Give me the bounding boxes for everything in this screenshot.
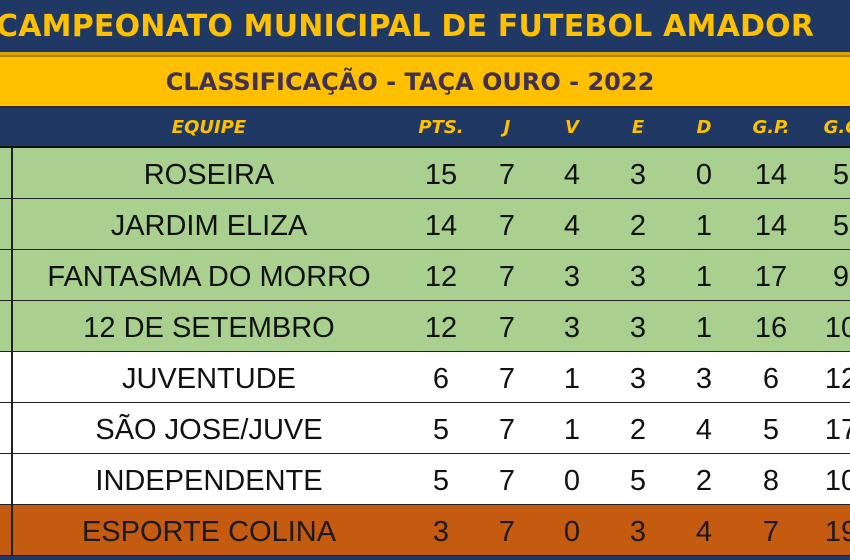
points-cell: 5 bbox=[432, 414, 450, 446]
table-row: JARDIM ELIZA 14 7 4 2 1 14 5 bbox=[0, 199, 850, 250]
draws-cell: 3 bbox=[629, 261, 647, 293]
table-row: ROSEIRA 15 7 4 3 0 14 5 bbox=[0, 148, 850, 199]
table-row: FANTASMA DO MORRO 12 7 3 3 1 17 9 bbox=[0, 250, 850, 301]
header-goals-for: G.P. bbox=[752, 117, 790, 138]
header-goals-against: G.C bbox=[823, 117, 850, 138]
team-name: JUVENTUDE bbox=[121, 363, 296, 395]
points-cell: 3 bbox=[432, 516, 450, 548]
points-cell: 12 bbox=[424, 261, 458, 293]
wins-cell: 3 bbox=[563, 312, 581, 344]
losses-cell: 2 bbox=[695, 465, 713, 497]
goals-for-cell: 6 bbox=[762, 363, 780, 395]
games-cell: 7 bbox=[498, 363, 516, 395]
games-cell: 7 bbox=[498, 516, 516, 548]
team-name: JARDIM ELIZA bbox=[110, 210, 308, 242]
losses-cell: 3 bbox=[695, 363, 713, 395]
row-position-stub bbox=[0, 199, 13, 249]
goals-against-cell: 19 bbox=[824, 516, 850, 548]
row-position-stub bbox=[0, 250, 13, 300]
losses-cell: 1 bbox=[695, 261, 713, 293]
goals-against-cell: 10 bbox=[824, 465, 850, 497]
header-draws: E bbox=[631, 117, 645, 138]
games-cell: 7 bbox=[498, 261, 516, 293]
table-row: ESPORTE COLINA 3 7 0 3 4 7 19 bbox=[0, 505, 850, 556]
games-cell: 7 bbox=[498, 159, 516, 191]
losses-cell: 0 bbox=[695, 159, 713, 191]
points-cell: 15 bbox=[424, 159, 458, 191]
table-row: JUVENTUDE 6 7 1 3 3 6 12 bbox=[0, 352, 850, 403]
standings-table-body: ROSEIRA 15 7 4 3 0 14 5 JARDIM ELIZA 14 7 4 2 1 14 5 FAN… bbox=[0, 148, 850, 556]
row-position-stub bbox=[0, 505, 13, 555]
team-name: INDEPENDENTE bbox=[95, 465, 323, 497]
losses-cell: 4 bbox=[695, 516, 713, 548]
header-wins: V bbox=[565, 117, 579, 138]
draws-cell: 3 bbox=[629, 312, 647, 344]
goals-against-cell: 17 bbox=[824, 414, 850, 446]
losses-cell: 4 bbox=[695, 414, 713, 446]
goals-for-cell: 5 bbox=[762, 414, 780, 446]
table-header: EQUIPE PTS. J V E D G.P. G.C bbox=[0, 108, 850, 148]
draws-cell: 2 bbox=[629, 210, 647, 242]
row-position-stub bbox=[0, 454, 13, 504]
draws-cell: 5 bbox=[629, 465, 647, 497]
goals-against-cell: 10 bbox=[824, 312, 850, 344]
wins-cell: 0 bbox=[563, 516, 581, 548]
header-games: J bbox=[503, 117, 511, 138]
team-name: FANTASMA DO MORRO bbox=[47, 261, 371, 293]
draws-cell: 3 bbox=[629, 516, 647, 548]
wins-cell: 4 bbox=[563, 210, 581, 242]
wins-cell: 4 bbox=[563, 159, 581, 191]
wins-cell: 0 bbox=[563, 465, 581, 497]
points-cell: 6 bbox=[432, 363, 450, 395]
team-name: 12 DE SETEMBRO bbox=[83, 312, 335, 344]
subtitle-banner: CLASSIFICAÇÃO - TAÇA OURO - 2022 bbox=[0, 55, 850, 108]
wins-cell: 1 bbox=[563, 363, 581, 395]
losses-cell: 1 bbox=[695, 210, 713, 242]
goals-against-cell: 12 bbox=[824, 363, 850, 395]
draws-cell: 3 bbox=[629, 159, 647, 191]
header-team: EQUIPE bbox=[171, 117, 247, 138]
goals-against-cell: 5 bbox=[832, 159, 850, 191]
table-row: 12 DE SETEMBRO 12 7 3 3 1 16 10 bbox=[0, 301, 850, 352]
page-title: CAMPEONATO MUNICIPAL DE FUTEBOL AMADOR bbox=[0, 9, 815, 44]
goals-for-cell: 7 bbox=[762, 516, 780, 548]
header-points: PTS. bbox=[418, 117, 464, 138]
team-name: ROSEIRA bbox=[143, 159, 275, 191]
title-banner: CAMPEONATO MUNICIPAL DE FUTEBOL AMADOR bbox=[0, 0, 850, 55]
points-cell: 5 bbox=[432, 465, 450, 497]
draws-cell: 2 bbox=[629, 414, 647, 446]
points-cell: 14 bbox=[424, 210, 458, 242]
goals-for-cell: 14 bbox=[754, 159, 788, 191]
games-cell: 7 bbox=[498, 414, 516, 446]
goals-for-cell: 17 bbox=[754, 261, 788, 293]
goals-for-cell: 14 bbox=[754, 210, 788, 242]
row-position-stub bbox=[0, 403, 13, 453]
goals-against-cell: 5 bbox=[832, 210, 850, 242]
table-subtitle: CLASSIFICAÇÃO - TAÇA OURO - 2022 bbox=[165, 68, 655, 96]
team-name: SÃO JOSE/JUVE bbox=[95, 414, 323, 446]
header-losses: D bbox=[696, 117, 712, 138]
games-cell: 7 bbox=[498, 465, 516, 497]
goals-against-cell: 9 bbox=[832, 261, 850, 293]
table-row: SÃO JOSE/JUVE 5 7 1 2 4 5 17 bbox=[0, 403, 850, 454]
draws-cell: 3 bbox=[629, 363, 647, 395]
wins-cell: 3 bbox=[563, 261, 581, 293]
goals-for-cell: 16 bbox=[754, 312, 788, 344]
points-cell: 12 bbox=[424, 312, 458, 344]
games-cell: 7 bbox=[498, 312, 516, 344]
losses-cell: 1 bbox=[695, 312, 713, 344]
team-name: ESPORTE COLINA bbox=[81, 516, 337, 548]
row-position-stub bbox=[0, 301, 13, 351]
row-position-stub bbox=[0, 148, 13, 198]
wins-cell: 1 bbox=[563, 414, 581, 446]
games-cell: 7 bbox=[498, 210, 516, 242]
goals-for-cell: 8 bbox=[762, 465, 780, 497]
row-position-stub bbox=[0, 352, 13, 402]
table-row: INDEPENDENTE 5 7 0 5 2 8 10 bbox=[0, 454, 850, 505]
